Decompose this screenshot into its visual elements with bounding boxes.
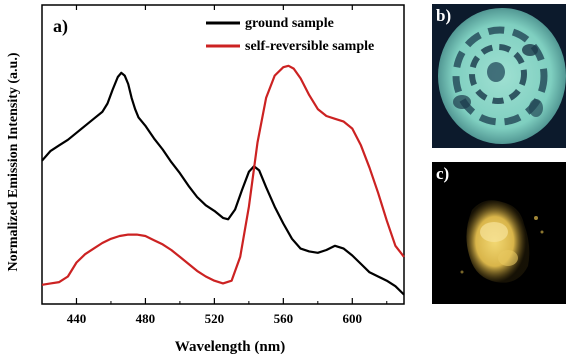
panel-label-b: b)	[436, 6, 452, 25]
photo-disc-icon	[432, 4, 566, 148]
panel-label-a: a)	[53, 16, 68, 37]
panel-label-c: c)	[436, 164, 450, 183]
photo-powder-icon	[432, 162, 566, 304]
photo-panel-b: b)	[432, 4, 566, 148]
x-tick-label: 600	[343, 311, 363, 326]
y-axis-label: Normalized Emission Intensity (a.u.)	[6, 52, 21, 271]
x-tick-label: 520	[205, 311, 225, 326]
emission-chart: 440 480 520 560 600 a) Wavelength (nm) Norma…	[6, 4, 405, 354]
legend-label-self-reversible: self-reversible sample	[245, 39, 374, 54]
series-line-self-reversible	[41, 64, 405, 286]
x-axis-label: Wavelength (nm)	[175, 339, 285, 354]
x-tick-label: 440	[67, 311, 87, 326]
legend-label-ground: ground sample	[245, 16, 334, 31]
photo-panel-c: c)	[432, 162, 566, 304]
x-tick-label: 480	[136, 311, 156, 326]
series-line-ground	[41, 71, 405, 296]
plot-frame	[41, 4, 405, 305]
legend: ground sample self-reversible sample	[206, 16, 374, 54]
x-tick-label: 560	[274, 311, 294, 326]
